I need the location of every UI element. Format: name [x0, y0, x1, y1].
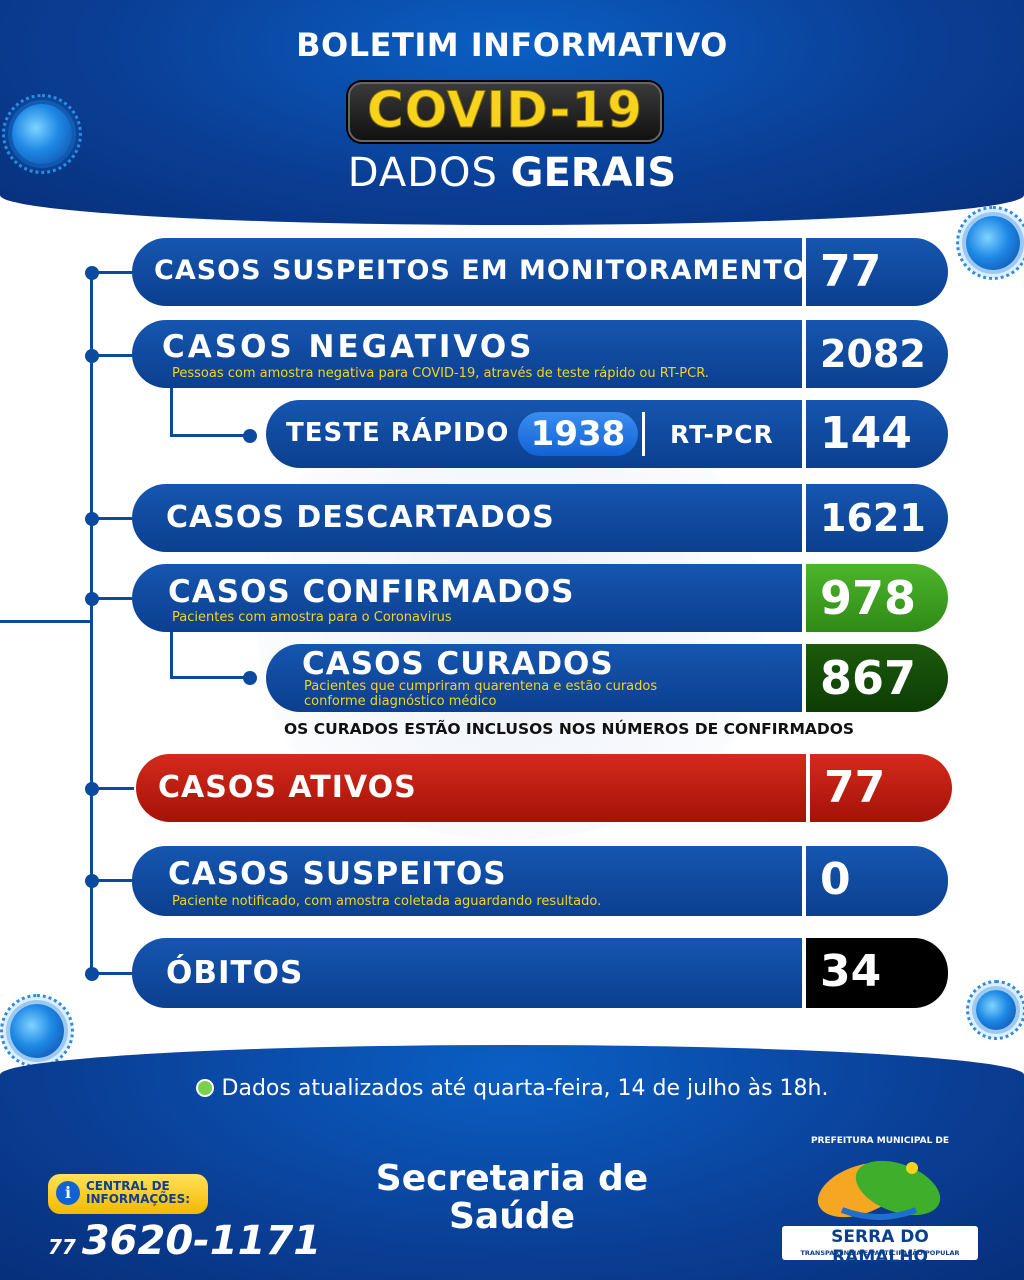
connector-line [90, 354, 134, 357]
value-teste-rapido: 1938 [518, 412, 638, 456]
connector-line [170, 630, 173, 678]
row-obitos [132, 938, 802, 1008]
label-ativos: CASOS ATIVOS [158, 770, 417, 805]
central-line-1: CENTRAL DE [86, 1179, 170, 1193]
row-suspeitos [132, 846, 802, 916]
update-text: Dados atualizados até quarta-feira, 14 d… [221, 1076, 829, 1101]
value-confirmados: 978 [806, 564, 948, 632]
connector-dot [85, 967, 99, 981]
central-line-2: INFORMAÇÕES: [86, 1192, 191, 1206]
label-curados: CASOS CURADOS [302, 646, 614, 682]
row-confirmados [132, 564, 802, 632]
label-monitoramento: CASOS SUSPEITOS EM MONITORAMENTO [154, 255, 807, 286]
row-descartados [132, 484, 802, 552]
row-ativos [136, 754, 806, 822]
connector-line [90, 272, 93, 974]
sub-negativos: Pessoas com amostra negativa para COVID-… [172, 366, 709, 381]
label-rt-pcr: RT-PCR [670, 420, 774, 449]
sub-suspeitos: Paciente notificado, com amostra coletad… [172, 894, 602, 909]
virus-icon [2, 94, 82, 174]
info-icon: i [56, 1181, 80, 1205]
label-descartados: CASOS DESCARTADOS [166, 500, 555, 535]
covid-title: COVID-19 [367, 81, 643, 140]
connector-dot [85, 349, 99, 363]
logo-tagline: TRANSPARÊNCIA E PARTICIPAÇÃO POPULAR [800, 1249, 960, 1257]
row-curados [266, 644, 802, 712]
label-negativos: CASOS NEGATIVOS [162, 329, 535, 365]
connector-line [170, 676, 248, 679]
connector-line [0, 620, 92, 623]
value-monitoramento: 77 [806, 238, 948, 306]
connector-line [170, 434, 248, 437]
municipal-logo [817, 1160, 941, 1220]
curados-note: OS CURADOS ESTÃO INCLUSOS NOS NÚMEROS DE… [284, 720, 855, 738]
virus-icon [956, 206, 1024, 280]
connector-dot [85, 512, 99, 526]
value-descartados: 1621 [806, 484, 948, 552]
phone-ddd: 77 [48, 1235, 76, 1259]
row-monitoramento [132, 238, 802, 306]
label-obitos: ÓBITOS [166, 955, 304, 991]
bulletin-title: BOLETIM INFORMATIVO [296, 26, 728, 64]
connector-line [90, 517, 134, 520]
logo-name-box [782, 1226, 978, 1260]
connector-line [170, 388, 173, 436]
label-confirmados: CASOS CONFIRMADOS [168, 574, 575, 610]
value-rt-pcr: 144 [806, 400, 948, 468]
connector-dot [85, 592, 99, 606]
value-ativos: 77 [810, 754, 952, 822]
subtitle-light: DADOS [347, 150, 498, 196]
value-obitos: 34 [806, 938, 948, 1008]
check-icon [195, 1079, 214, 1097]
logo-name: SERRA DO RAMALHO [831, 1227, 929, 1267]
secretaria-line-1: Secretaria de [375, 1158, 649, 1199]
label-teste-rapido: TESTE RÁPIDO [286, 418, 510, 448]
divider [642, 412, 645, 456]
update-line: Dados atualizados até quarta-feira, 14 d… [0, 1076, 1024, 1101]
value-suspeitos: 0 [806, 846, 948, 916]
row-negativos [132, 320, 802, 388]
connector-line [90, 271, 134, 274]
central-label: CENTRAL DE INFORMAÇÕES: [86, 1180, 190, 1206]
phone-number: 77 3620-1171 [48, 1218, 321, 1264]
secretaria-line-2: Saúde [448, 1196, 576, 1237]
connector-dot [85, 782, 99, 796]
phone-main: 3620-1171 [81, 1218, 322, 1264]
connector-line [90, 972, 134, 975]
connector-dot [243, 671, 257, 685]
value-curados: 867 [806, 644, 948, 712]
covid-badge [348, 82, 662, 142]
virus-icon [0, 994, 74, 1068]
connector-dot [243, 429, 257, 443]
connector-line [90, 597, 134, 600]
connector-line [90, 787, 134, 790]
virus-icon [966, 980, 1024, 1040]
label-suspeitos: CASOS SUSPEITOS [168, 856, 507, 892]
connector-dot [85, 266, 99, 280]
sub-curados-2: conforme diagnóstico médico [304, 694, 497, 709]
sub-confirmados: Pacientes com amostra para o Coronavirus [172, 610, 452, 625]
subtitle-bold: GERAIS [510, 150, 677, 196]
secretaria: Secretaria de Saúde [340, 1160, 684, 1236]
connector-line [90, 879, 134, 882]
value-negativos: 2082 [806, 320, 948, 388]
subtitle: DADOS GERAIS [0, 150, 1024, 196]
logo-top-text: PREFEITURA MUNICIPAL DE [810, 1136, 950, 1146]
connector-dot [85, 874, 99, 888]
sub-curados-1: Pacientes que cumpriram quarentena e est… [304, 679, 658, 694]
